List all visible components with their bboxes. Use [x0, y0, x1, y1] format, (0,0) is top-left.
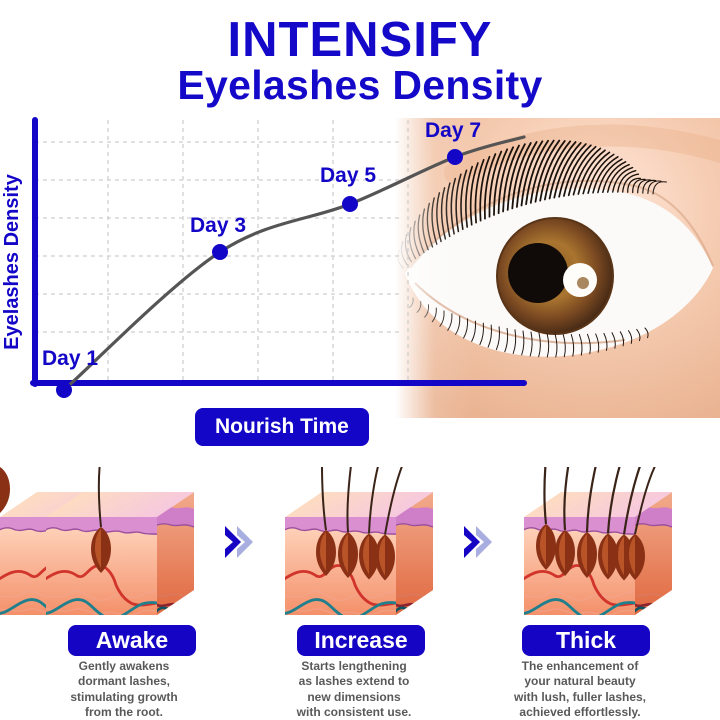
- svg-text:Day 1: Day 1: [42, 347, 98, 370]
- svg-text:Day 5: Day 5: [320, 164, 376, 187]
- svg-text:Day 7: Day 7: [425, 119, 481, 142]
- svg-text:Day 3: Day 3: [190, 214, 246, 237]
